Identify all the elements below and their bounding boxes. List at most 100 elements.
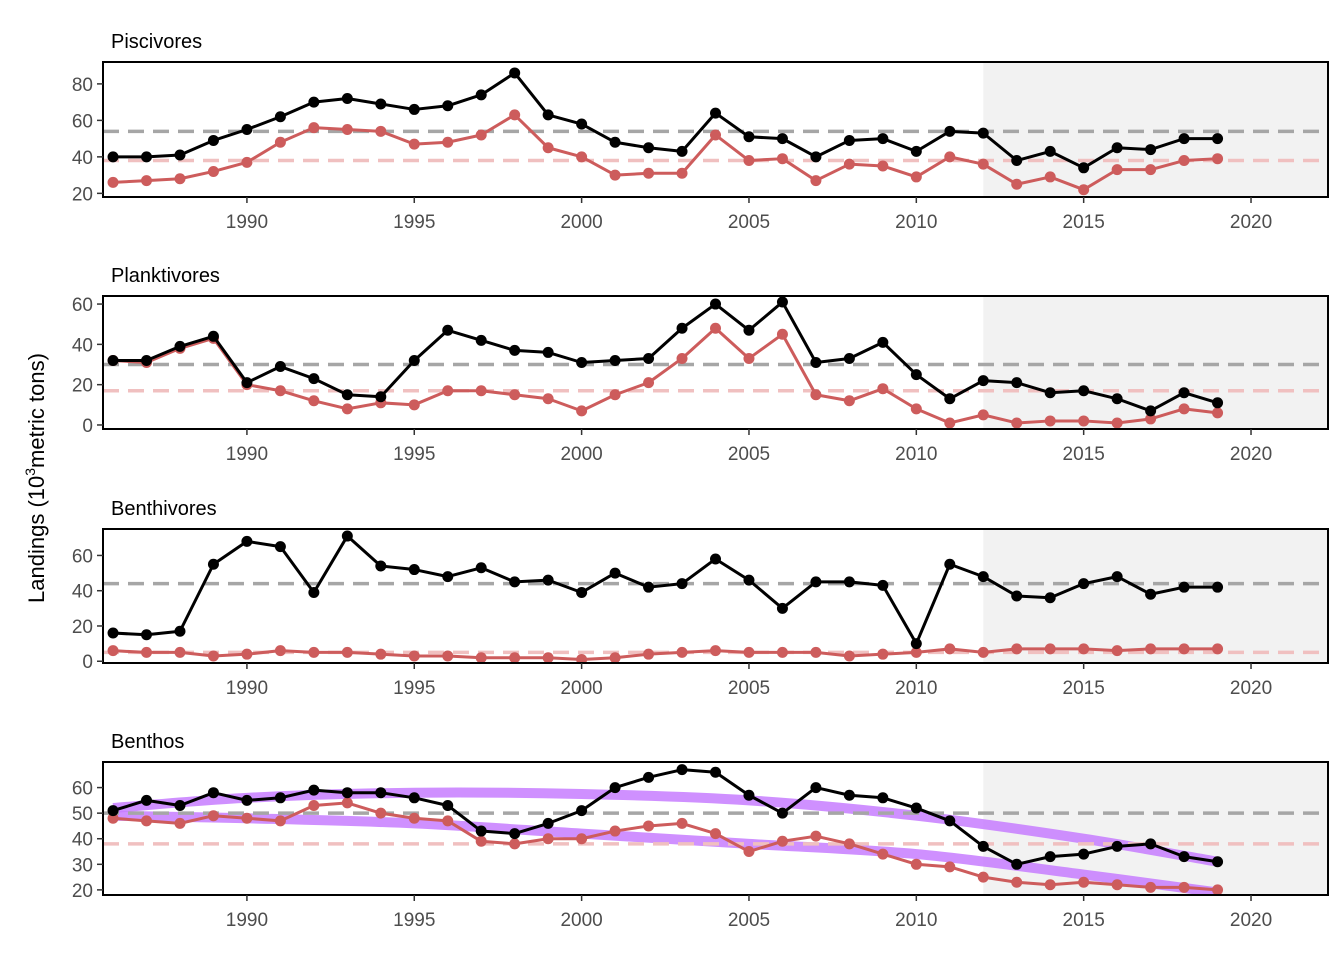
data-point-total [944,815,956,827]
data-point-commercial [910,171,922,183]
data-point-commercial [743,352,755,364]
panel-title: Benthivores [111,498,217,520]
data-point-total [542,109,554,121]
data-point-total [1111,840,1123,852]
data-point-total [676,764,688,776]
data-point-total [274,792,286,804]
data-point-commercial [408,650,420,662]
data-point-commercial [1078,415,1090,427]
data-point-total [710,766,721,778]
data-point-total [442,571,454,583]
data-point-total [1011,590,1023,602]
data-point-commercial [509,838,521,850]
data-point-total [643,352,655,364]
data-point-commercial [1078,643,1090,655]
data-point-total [1145,588,1157,600]
panel-title: Planktivores [111,265,220,287]
data-point-total [1178,851,1190,863]
data-point-commercial [1011,876,1023,888]
x-tick-label: 1990 [226,444,268,465]
data-point-commercial [576,653,588,663]
data-point-total [576,357,588,368]
data-point-total [743,574,755,586]
data-point-total [141,794,153,806]
data-point-commercial [308,799,320,811]
data-point-commercial [743,155,755,167]
data-point-commercial [141,815,153,827]
data-point-total [643,771,655,783]
data-point-commercial [843,650,855,662]
data-point-commercial [977,646,989,658]
data-point-commercial [274,645,286,657]
x-tick-label: 2020 [1230,444,1272,465]
y-tick-label: 40 [72,582,93,603]
data-point-total [977,127,989,139]
x-tick-label: 1995 [393,678,435,699]
series-line-commercial [112,326,1218,425]
data-point-commercial [877,648,889,660]
data-point-commercial [676,352,688,364]
data-point-total [341,389,353,401]
data-point-total [910,802,922,814]
data-point-commercial [910,858,922,870]
data-point-commercial [910,646,922,658]
series-line-total [112,534,1218,646]
data-point-total [174,625,186,637]
data-point-commercial [1078,876,1090,888]
data-point-total [1078,578,1090,590]
data-point-commercial [676,167,688,179]
data-point-commercial [274,815,286,827]
data-point-total [341,530,353,542]
panel-title: Benthos [111,731,184,753]
data-point-commercial [944,861,956,873]
x-tick-label: 2000 [560,212,602,233]
data-point-total [944,558,956,570]
data-point-total [475,334,487,346]
x-tick-label: 2005 [728,910,770,931]
data-point-commercial [776,646,788,658]
data-point-total [977,375,989,387]
data-point-commercial [308,395,320,407]
data-point-total [107,151,119,163]
data-point-total [743,131,755,143]
data-point-commercial [207,810,219,822]
data-point-commercial [107,176,119,188]
data-point-total [509,576,521,588]
data-point-total [810,357,822,368]
data-point-total [910,369,922,381]
data-point-commercial [1178,643,1190,655]
data-point-commercial [1111,417,1123,429]
data-point-total [241,794,253,806]
data-point-total [843,352,855,364]
data-point-commercial [509,109,521,121]
data-point-total [1212,397,1224,409]
data-point-commercial [676,646,688,658]
x-tick-label: 2020 [1230,678,1272,699]
data-point-commercial [241,812,253,824]
data-point-commercial [710,129,721,141]
data-point-commercial [174,646,186,658]
data-point-commercial [944,643,956,655]
data-point-commercial [810,389,822,401]
y-tick-label: 60 [72,779,93,800]
data-point-commercial [341,403,353,415]
data-point-commercial [810,646,822,658]
y-axis-title: Landings (103metric tons) [22,353,49,603]
data-point-commercial [810,830,822,842]
x-tick-label: 2010 [895,444,937,465]
data-point-commercial [676,817,688,829]
series-line-total [113,71,1218,170]
panel-title: Piscivores [111,31,202,53]
data-point-total [308,586,320,598]
data-point-commercial [710,322,721,334]
data-point-commercial [475,129,487,141]
data-point-total [375,560,387,572]
data-point-total [643,142,655,154]
data-point-total [1011,155,1023,167]
data-point-commercial [141,646,153,658]
data-point-total [576,805,588,817]
data-point-total [843,789,855,801]
x-tick-label: 2020 [1230,910,1272,931]
x-tick-label: 2000 [560,910,602,931]
